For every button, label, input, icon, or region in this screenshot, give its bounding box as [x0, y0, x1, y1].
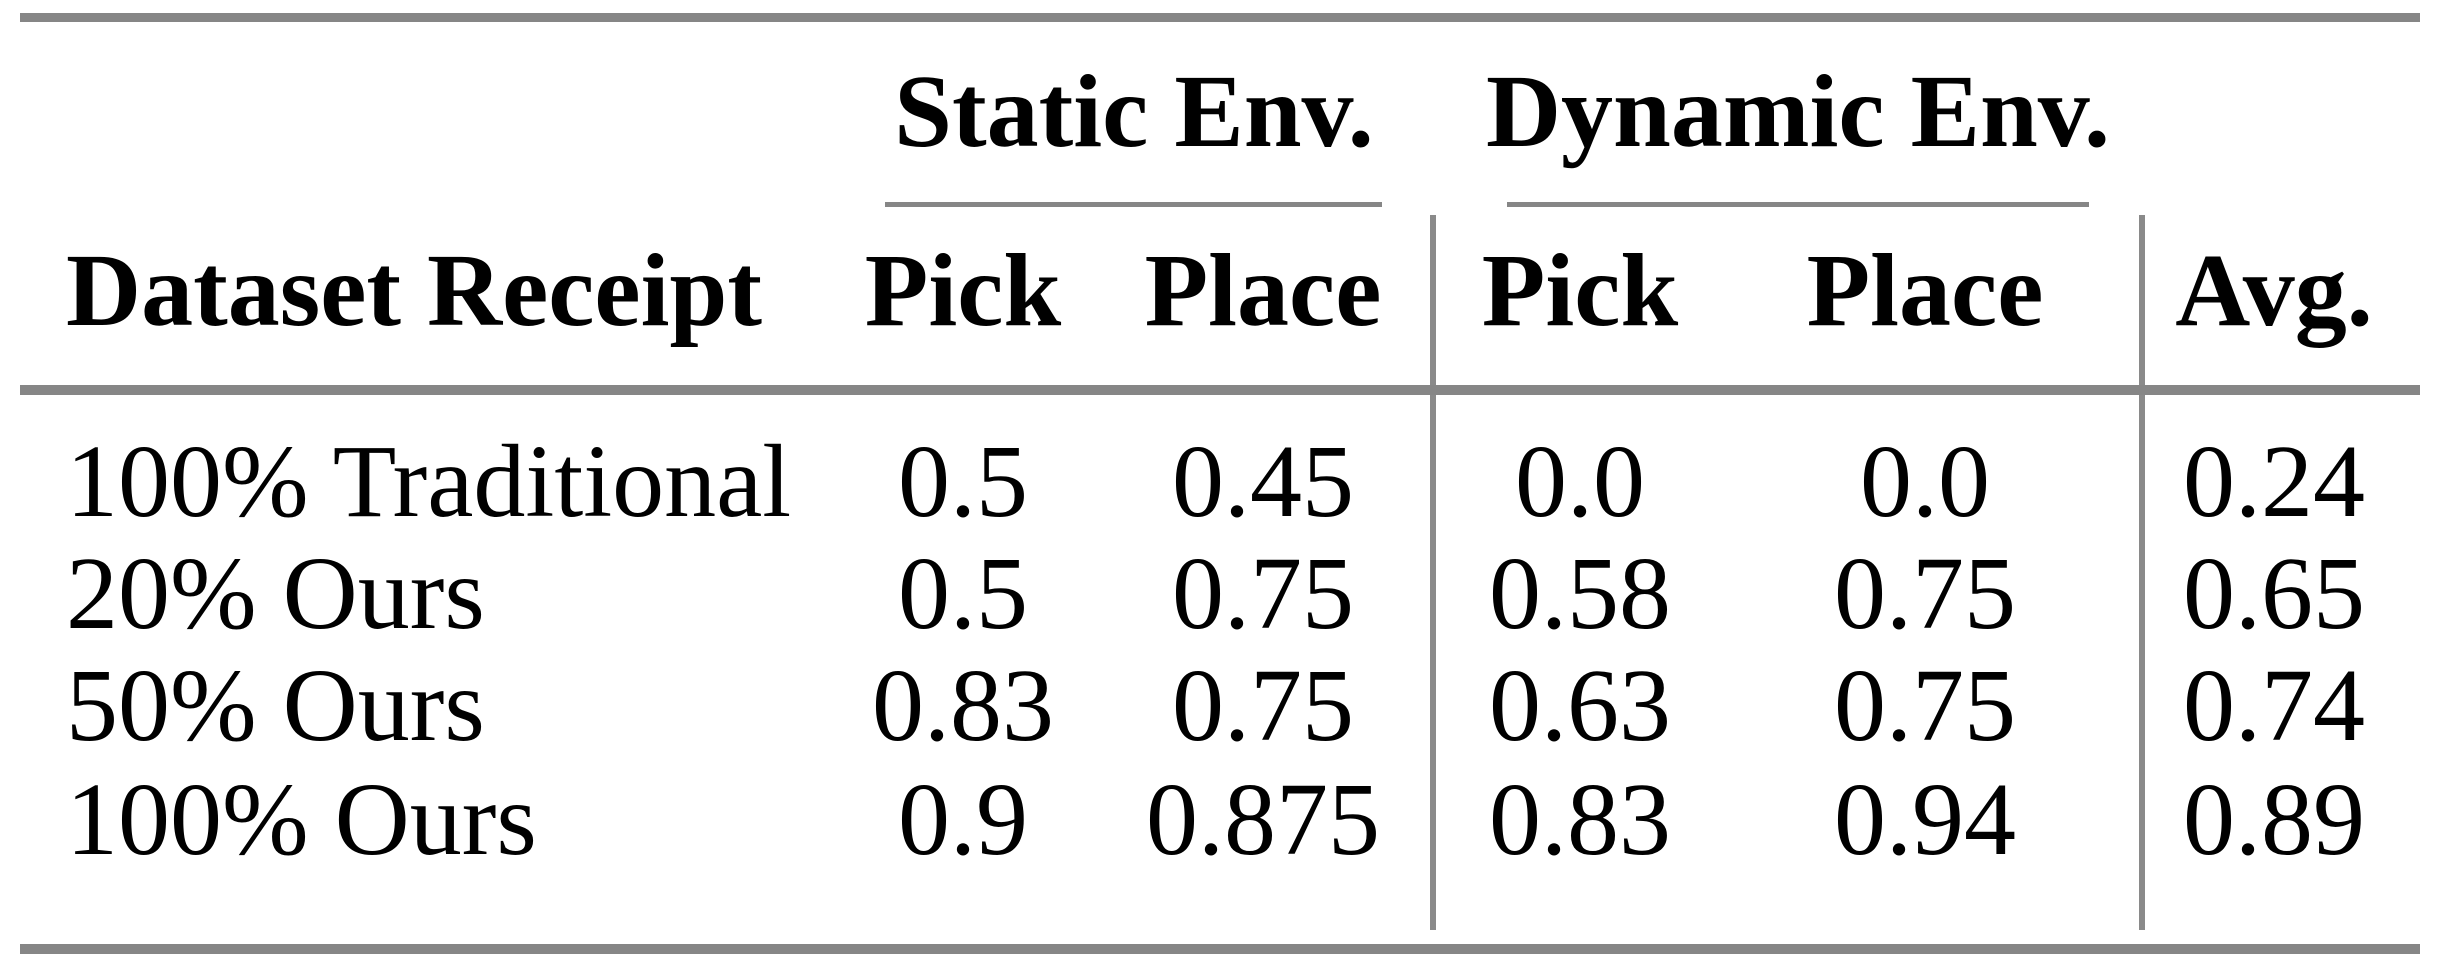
cell-avg: 0.65 — [2183, 536, 2365, 651]
cell-static-place: 0.875 — [1146, 762, 1380, 877]
cell-static-pick: 0.83 — [872, 648, 1054, 763]
row-label: 50% Ours — [66, 648, 485, 763]
bottom-rule — [20, 944, 2420, 954]
cell-dynamic-pick: 0.63 — [1489, 648, 1671, 763]
column-header-dataset-receipt: Dataset Receipt — [66, 233, 762, 348]
cell-static-place: 0.75 — [1172, 648, 1354, 763]
vertical-separator-2-header — [2139, 215, 2145, 385]
vertical-separator-1-body — [1430, 395, 1436, 930]
column-header-dynamic-place: Place — [1806, 233, 2044, 348]
cell-avg: 0.24 — [2183, 424, 2365, 539]
top-rule — [20, 13, 2420, 22]
column-header-static-pick: Pick — [864, 233, 1062, 348]
cell-static-pick: 0.9 — [898, 762, 1028, 877]
column-header-static-place: Place — [1144, 233, 1382, 348]
cell-static-pick: 0.5 — [898, 536, 1028, 651]
cell-avg: 0.89 — [2183, 762, 2365, 877]
column-group-static-env: Static Env. — [894, 54, 1374, 169]
row-label: 100% Traditional — [66, 424, 792, 539]
cell-avg: 0.74 — [2183, 648, 2365, 763]
cell-static-pick: 0.5 — [898, 424, 1028, 539]
cell-static-place: 0.45 — [1172, 424, 1354, 539]
row-label: 20% Ours — [66, 536, 485, 651]
vertical-separator-2-body — [2139, 395, 2145, 930]
row-label: 100% Ours — [66, 762, 537, 877]
cell-dynamic-place: 0.0 — [1860, 424, 1990, 539]
cell-dynamic-place: 0.94 — [1834, 762, 2016, 877]
column-header-avg: Avg. — [2175, 233, 2373, 348]
cell-dynamic-place: 0.75 — [1834, 536, 2016, 651]
mid-rule — [20, 385, 2420, 395]
cmidrule-static-env — [885, 202, 1382, 207]
cell-dynamic-pick: 0.83 — [1489, 762, 1671, 877]
cell-dynamic-pick: 0.0 — [1515, 424, 1645, 539]
cell-static-place: 0.75 — [1172, 536, 1354, 651]
column-header-dynamic-pick: Pick — [1481, 233, 1679, 348]
cell-dynamic-place: 0.75 — [1834, 648, 2016, 763]
column-group-dynamic-env: Dynamic Env. — [1485, 54, 2111, 169]
cmidrule-dynamic-env — [1507, 202, 2089, 207]
vertical-separator-1-header — [1430, 215, 1436, 385]
cell-dynamic-pick: 0.58 — [1489, 536, 1671, 651]
